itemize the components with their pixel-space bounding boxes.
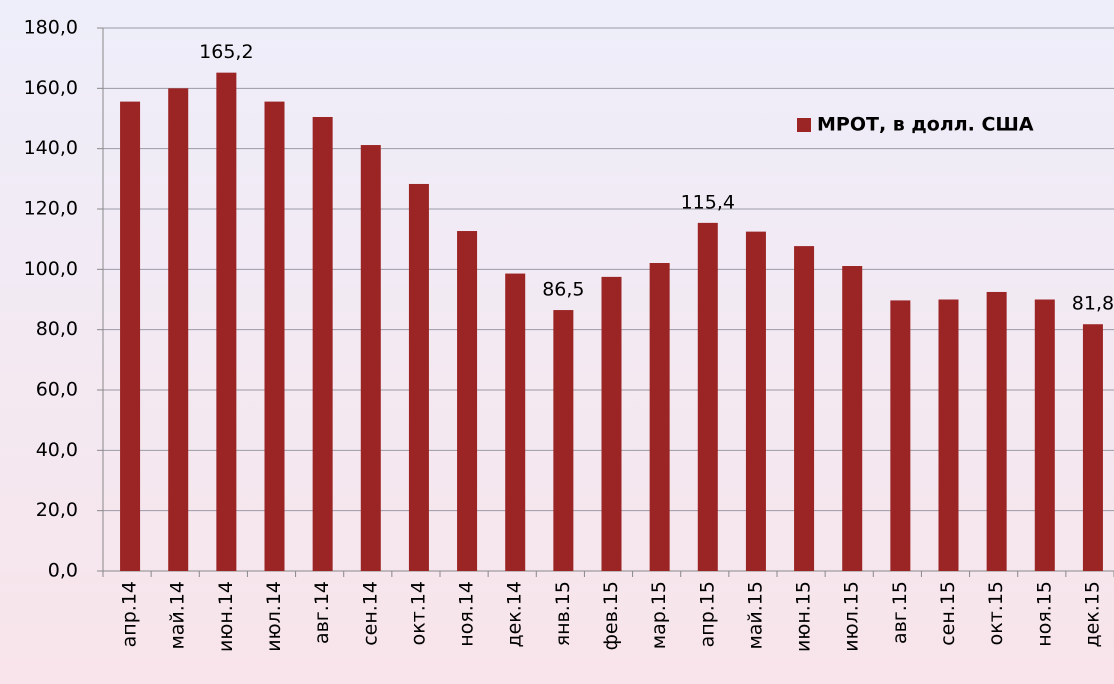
data-label: 86,5 — [542, 279, 584, 301]
y-tick-label: 60,0 — [36, 379, 78, 401]
y-tick-label: 0,0 — [48, 560, 78, 582]
data-label: 115,4 — [681, 191, 735, 213]
x-tick-label: сен.14 — [359, 581, 381, 646]
bar — [312, 116, 333, 571]
x-tick-label: апр.14 — [119, 581, 141, 647]
legend-label: МРОТ, в долл. США — [817, 114, 1034, 136]
bar — [890, 300, 911, 571]
y-tick-label: 40,0 — [36, 439, 78, 461]
x-tick-label: дек.14 — [504, 581, 526, 648]
x-tick-label: окт.15 — [985, 581, 1007, 645]
data-label: 81,8 — [1072, 293, 1114, 315]
x-tick-label: янв.15 — [552, 581, 574, 646]
bar — [360, 145, 381, 571]
y-tick-label: 120,0 — [24, 198, 78, 220]
x-tick-label: сен.15 — [937, 581, 959, 646]
x-tick-label: фев.15 — [600, 581, 622, 650]
x-tick-label: ноя.14 — [456, 581, 478, 647]
y-tick-label: 160,0 — [24, 77, 78, 99]
bar — [264, 101, 285, 572]
bar — [120, 101, 141, 572]
x-tick-label: апр.15 — [696, 581, 718, 647]
bar — [505, 273, 526, 571]
y-tick-label: 80,0 — [36, 318, 78, 340]
bar — [168, 88, 189, 571]
x-tick-label: июн.14 — [215, 581, 237, 652]
x-tick-label: мар.15 — [648, 581, 670, 649]
x-tick-label: авг.15 — [889, 581, 911, 644]
bar — [842, 266, 863, 571]
x-tick-label: авг.14 — [311, 581, 333, 644]
bar — [457, 231, 478, 571]
bar — [649, 262, 670, 571]
x-tick-label: июн.15 — [793, 581, 815, 652]
y-tick-label: 20,0 — [36, 499, 78, 521]
x-tick-label: май.15 — [744, 581, 766, 650]
legend-swatch — [797, 118, 811, 132]
bar — [986, 291, 1007, 571]
bar — [794, 246, 815, 572]
bar — [745, 231, 766, 571]
bar — [697, 222, 718, 572]
bar — [216, 72, 237, 571]
y-tick-label: 140,0 — [24, 137, 78, 159]
x-tick-label: июл.14 — [263, 581, 285, 652]
x-tick-label: май.14 — [167, 581, 189, 650]
x-tick-label: дек.15 — [1081, 581, 1103, 648]
y-tick-label: 180,0 — [24, 17, 78, 39]
bar — [601, 276, 622, 571]
bar — [553, 310, 574, 571]
bar — [1082, 324, 1103, 571]
bar — [1034, 299, 1055, 571]
bar — [938, 299, 959, 571]
data-label: 165,2 — [199, 41, 253, 63]
x-tick-label: окт.14 — [407, 581, 429, 645]
bar — [408, 183, 429, 571]
x-tick-label: ноя.15 — [1033, 581, 1055, 647]
y-tick-label: 100,0 — [24, 258, 78, 280]
x-tick-label: июл.15 — [841, 581, 863, 652]
